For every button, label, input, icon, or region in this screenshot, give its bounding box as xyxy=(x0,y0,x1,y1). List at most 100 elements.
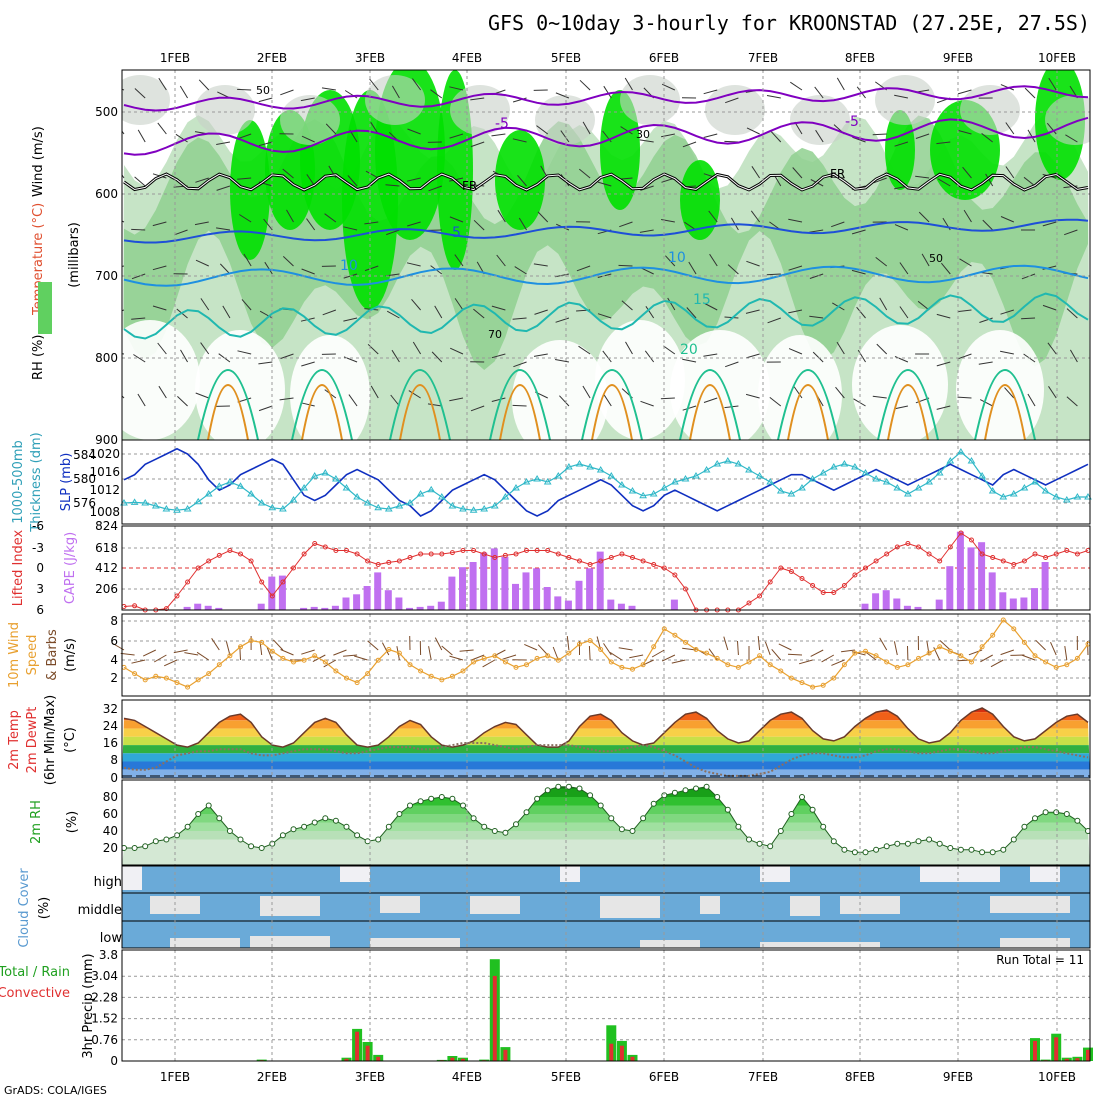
rh-dry-8 xyxy=(956,330,1044,440)
upper-barb-75 xyxy=(306,218,316,231)
upper-barb-156 xyxy=(514,266,527,275)
upper-barb-36 xyxy=(195,259,209,267)
li-marker-74 xyxy=(905,541,911,546)
thickness-marker-54 xyxy=(692,472,700,479)
upper-barb-81 xyxy=(325,123,337,135)
li-label: Lifted Index xyxy=(11,529,26,606)
cape-bar-25 xyxy=(384,590,392,610)
rh-marker-35 xyxy=(491,828,498,834)
date-bottom-5: 6FEB xyxy=(649,1070,679,1084)
surface-barb-84 xyxy=(1000,649,1014,656)
rh-label-30: 30 xyxy=(636,128,650,141)
temp-label-2: 2m DewPt xyxy=(25,707,40,774)
upper-barb-283 xyxy=(851,229,866,235)
rh-upper-grey-1 xyxy=(195,85,255,135)
upper-barb-223 xyxy=(682,405,697,411)
cloud-high-gap-2 xyxy=(560,866,580,882)
cape-bar-85 xyxy=(1020,597,1028,610)
surface-barb-7 xyxy=(184,652,199,656)
upper-barb-91 xyxy=(343,226,358,231)
temp-frame xyxy=(121,699,1091,779)
wind-tick-3: 2 xyxy=(110,671,118,685)
upper-barb-322 xyxy=(962,166,972,179)
cape-bar-8 xyxy=(204,605,212,610)
upper-barb-222 xyxy=(682,358,697,363)
upper-barb-109 xyxy=(386,310,400,319)
cape-bar-39 xyxy=(533,568,541,610)
rh-marker-21 xyxy=(343,823,350,830)
upper-barb-295 xyxy=(872,395,887,399)
wind-marker-57 xyxy=(725,662,731,668)
upper-barb-343 xyxy=(1004,387,1015,399)
rh-upper-grey-5 xyxy=(535,95,595,145)
upper-barb-301 xyxy=(899,306,909,319)
li-marker-23 xyxy=(365,558,371,564)
upper-barb-198 xyxy=(625,341,633,355)
rh-marker-25 xyxy=(385,823,392,830)
upper-barb-110 xyxy=(391,349,400,363)
date-top-6: 7FEB xyxy=(748,51,778,65)
thickness-marker-48 xyxy=(628,487,637,494)
li-marker-47 xyxy=(619,551,625,557)
contour-25-arch-3 xyxy=(499,384,541,440)
date-top-1: 2FEB xyxy=(257,51,287,65)
upper-barb-137 xyxy=(470,141,485,148)
rh-band-6 xyxy=(122,831,1090,840)
thickness-marker-18 xyxy=(310,472,319,479)
upper-barb-136 xyxy=(470,97,485,101)
li-marker-9 xyxy=(216,552,222,558)
upper-ytick-4: 900 xyxy=(95,433,118,447)
contour-25-arch-4 xyxy=(591,384,633,440)
rh-marker-28 xyxy=(417,798,424,805)
upper-barb-207 xyxy=(640,400,654,407)
upper-barb-174 xyxy=(555,359,570,363)
rh-marker-2 xyxy=(142,843,149,850)
wind-marker-24 xyxy=(375,657,381,663)
rh-marker-42 xyxy=(565,783,572,790)
thickness-marker-24 xyxy=(374,503,383,511)
li-marker-27 xyxy=(407,555,413,560)
date-bottom-6: 7FEB xyxy=(748,1070,778,1084)
rh-marker-17 xyxy=(301,823,308,830)
upper-barb-129 xyxy=(449,133,464,139)
rh-marker-89 xyxy=(1063,811,1070,817)
upper-barb-56 xyxy=(258,97,273,103)
upper-barb-139 xyxy=(473,219,485,231)
upper-barb-331 xyxy=(982,219,994,231)
upper-barb-192 xyxy=(624,77,633,91)
upper-barb-319 xyxy=(936,405,951,410)
chart-title: GFS 0~10day 3-hourly for KROONSTAD (27.2… xyxy=(488,11,1090,35)
thickness-marker-3 xyxy=(151,502,160,509)
upper-barb-150 xyxy=(491,353,506,359)
rh-tick-1: 60 xyxy=(103,807,118,821)
date-bottom-8: 9FEB xyxy=(943,1070,973,1084)
cape-bar-70 xyxy=(861,603,869,610)
upper-barb-60 xyxy=(264,261,273,275)
upper-barb-253 xyxy=(767,317,781,324)
thickness-marker-59 xyxy=(745,466,753,473)
wind-marker-45 xyxy=(598,647,604,652)
surface-barb-6 xyxy=(173,649,188,654)
cloud-high-gap-0 xyxy=(122,866,142,890)
li-marker-10 xyxy=(227,548,233,553)
upper-barb-104 xyxy=(391,85,400,99)
cloud-high-gap-3 xyxy=(760,866,790,882)
thickness-marker-29 xyxy=(427,485,436,493)
rh-band-4 xyxy=(122,814,1090,823)
precip-tick-2: 2.28 xyxy=(91,990,118,1004)
rh-label-2: (%) xyxy=(65,811,80,834)
upper-barb-204 xyxy=(640,267,654,275)
upper-barb-263 xyxy=(793,386,803,399)
li-marker-13 xyxy=(259,579,265,585)
li-marker-37 xyxy=(513,551,519,557)
upper-barb-15 xyxy=(137,393,146,407)
upper-barb-260 xyxy=(788,265,803,271)
upper-barb-182 xyxy=(578,345,591,355)
upper-barb-50 xyxy=(237,177,252,180)
surface-barb-4 xyxy=(153,654,167,663)
upper-barb-225 xyxy=(703,133,718,138)
li-marker-11 xyxy=(238,551,243,557)
wind-marker-62 xyxy=(778,668,784,674)
rh-marker-80 xyxy=(968,846,975,853)
upper-barb-244 xyxy=(746,260,760,267)
